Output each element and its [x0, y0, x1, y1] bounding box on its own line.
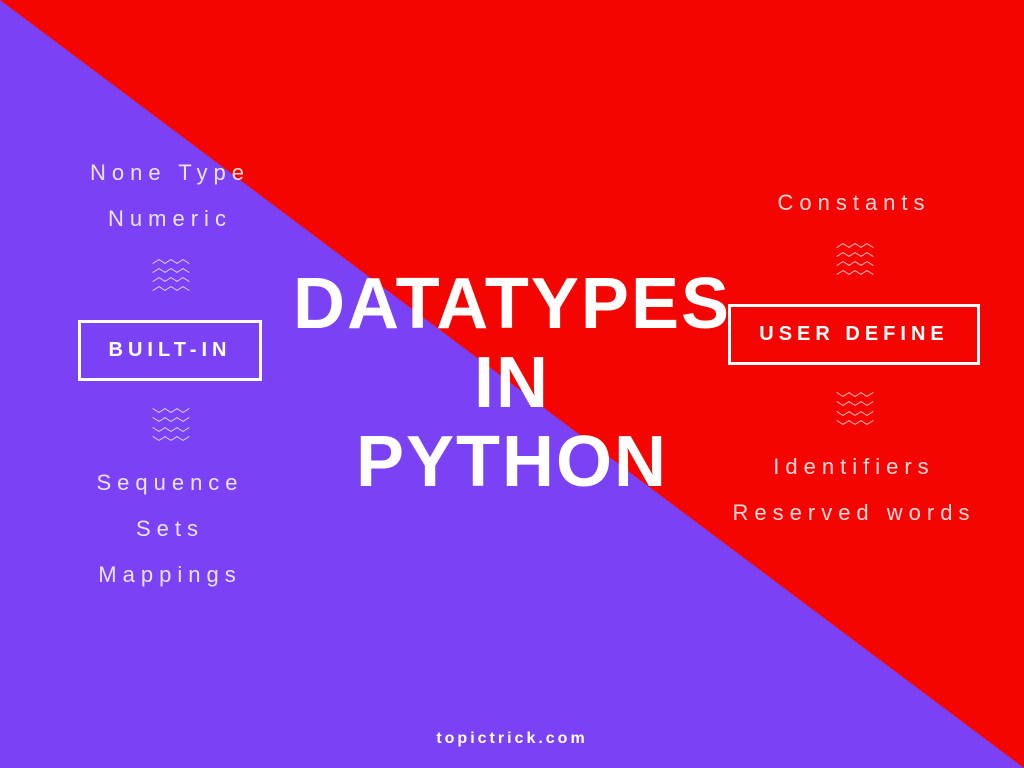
- title-line-3: PYTHON: [293, 424, 731, 503]
- arrow-down-icon: [836, 395, 872, 431]
- arrow-down-icon: [152, 411, 188, 447]
- footer-credit: topictrick.com: [436, 730, 587, 748]
- arrow-up-icon: [836, 238, 872, 274]
- arrow-up-icon: [152, 254, 188, 290]
- list-item: Sequence: [96, 470, 243, 496]
- list-item: Constants: [777, 190, 930, 216]
- left-column: None Type Numeric BUILT-IN Sequence Sets…: [40, 150, 300, 598]
- title-line-2: IN: [293, 344, 731, 423]
- list-item: None Type: [90, 160, 250, 186]
- title-line-1: DATATYPES: [293, 265, 731, 344]
- list-item: Sets: [136, 516, 204, 542]
- list-item: Identifiers: [773, 454, 934, 480]
- builtin-box: BUILT-IN: [78, 320, 263, 381]
- list-item: Reserved words: [733, 500, 976, 526]
- list-item: Mappings: [98, 562, 241, 588]
- main-title: DATATYPES IN PYTHON: [293, 265, 731, 503]
- userdefine-box: USER DEFINE: [728, 304, 979, 365]
- list-item: Numeric: [108, 206, 232, 232]
- right-column: Constants USER DEFINE Identifiers Reserv…: [724, 180, 984, 536]
